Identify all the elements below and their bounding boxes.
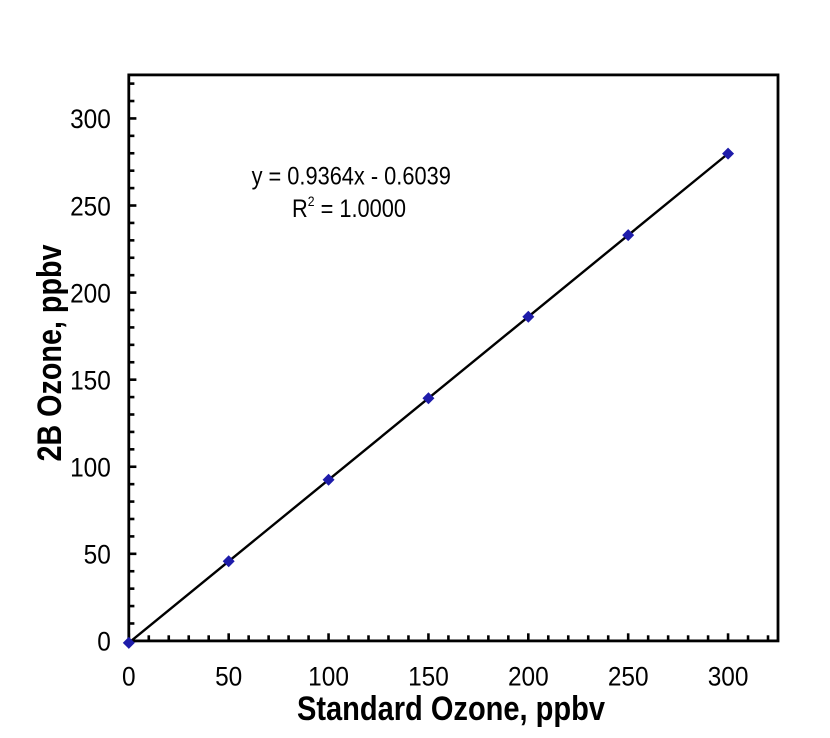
svg-text:250: 250 — [70, 192, 111, 221]
svg-text:150: 150 — [70, 367, 111, 396]
svg-text:250: 250 — [608, 663, 649, 692]
svg-text:100: 100 — [308, 663, 349, 692]
svg-text:200: 200 — [70, 280, 111, 309]
svg-text:300: 300 — [708, 663, 749, 692]
svg-text:50: 50 — [215, 663, 242, 692]
svg-text:50: 50 — [84, 541, 111, 570]
svg-text:Standard Ozone, ppbv: Standard Ozone, ppbv — [297, 689, 605, 728]
svg-text:0: 0 — [97, 628, 111, 657]
svg-text:300: 300 — [70, 105, 111, 134]
svg-text:150: 150 — [408, 663, 449, 692]
svg-text:0: 0 — [122, 663, 136, 692]
svg-text:y = 0.9364x - 0.6039: y = 0.9364x - 0.6039 — [252, 162, 451, 190]
svg-text:100: 100 — [70, 454, 111, 483]
svg-text:200: 200 — [508, 663, 549, 692]
svg-text:R2 = 1.0000: R2 = 1.0000 — [292, 193, 406, 222]
svg-text:2B Ozone, ppbv: 2B Ozone, ppbv — [31, 244, 69, 461]
